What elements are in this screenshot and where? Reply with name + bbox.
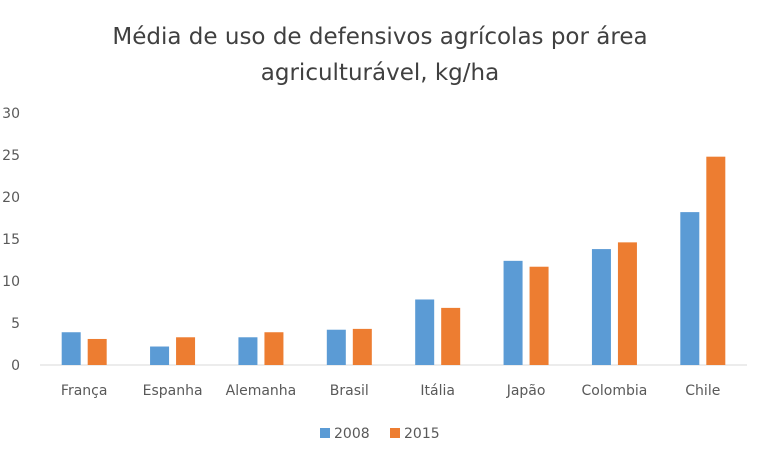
chart-title-line-1: Média de uso de defensivos agrícolas por… <box>112 24 647 50</box>
y-tick-label: 30 <box>2 106 20 122</box>
y-tick-label: 25 <box>2 148 20 164</box>
x-tick-label: Japão <box>506 383 546 399</box>
x-tick-label: Brasil <box>330 383 369 399</box>
bar-2015-Brasil <box>352 328 372 365</box>
bar-2015-França <box>87 338 107 365</box>
bar-2015-Chile <box>706 156 726 365</box>
bar-2015-Alemanha <box>264 332 284 365</box>
bar-2008-Colombia <box>591 249 611 365</box>
x-tick-label: Chile <box>685 383 720 399</box>
bar-2008-Brasil <box>326 329 346 365</box>
x-tick-label: França <box>61 383 108 399</box>
bar-2015-Japão <box>529 266 549 365</box>
bar-2008-Chile <box>680 212 700 365</box>
legend-label: 2015 <box>404 426 440 442</box>
bar-2015-Colombia <box>617 242 637 365</box>
legend-label: 2008 <box>334 426 370 442</box>
chart-title-line-2: agriculturável, kg/ha <box>261 60 499 86</box>
legend-swatch-2008 <box>320 428 330 438</box>
bar-2008-Itália <box>415 299 435 365</box>
y-tick-label: 20 <box>2 190 20 206</box>
bar-2008-Espanha <box>150 346 170 365</box>
y-tick-label: 15 <box>2 232 20 248</box>
bar-2008-Japão <box>503 260 523 365</box>
bar-2015-Espanha <box>176 337 196 365</box>
legend: 2008 2015 <box>320 426 440 442</box>
bar-2015-Itália <box>441 307 461 365</box>
bar-2008-França <box>61 332 81 365</box>
y-tick-label: 5 <box>11 316 20 332</box>
x-tick-label: Colombia <box>582 383 648 399</box>
x-tick-label: Alemanha <box>226 383 297 399</box>
y-tick-label: 10 <box>2 274 20 290</box>
bar-2008-Alemanha <box>238 337 258 365</box>
y-tick-label: 0 <box>11 358 20 374</box>
legend-swatch-2015 <box>390 428 400 438</box>
x-tick-label: Itália <box>420 383 455 399</box>
x-tick-label: Espanha <box>143 383 203 399</box>
